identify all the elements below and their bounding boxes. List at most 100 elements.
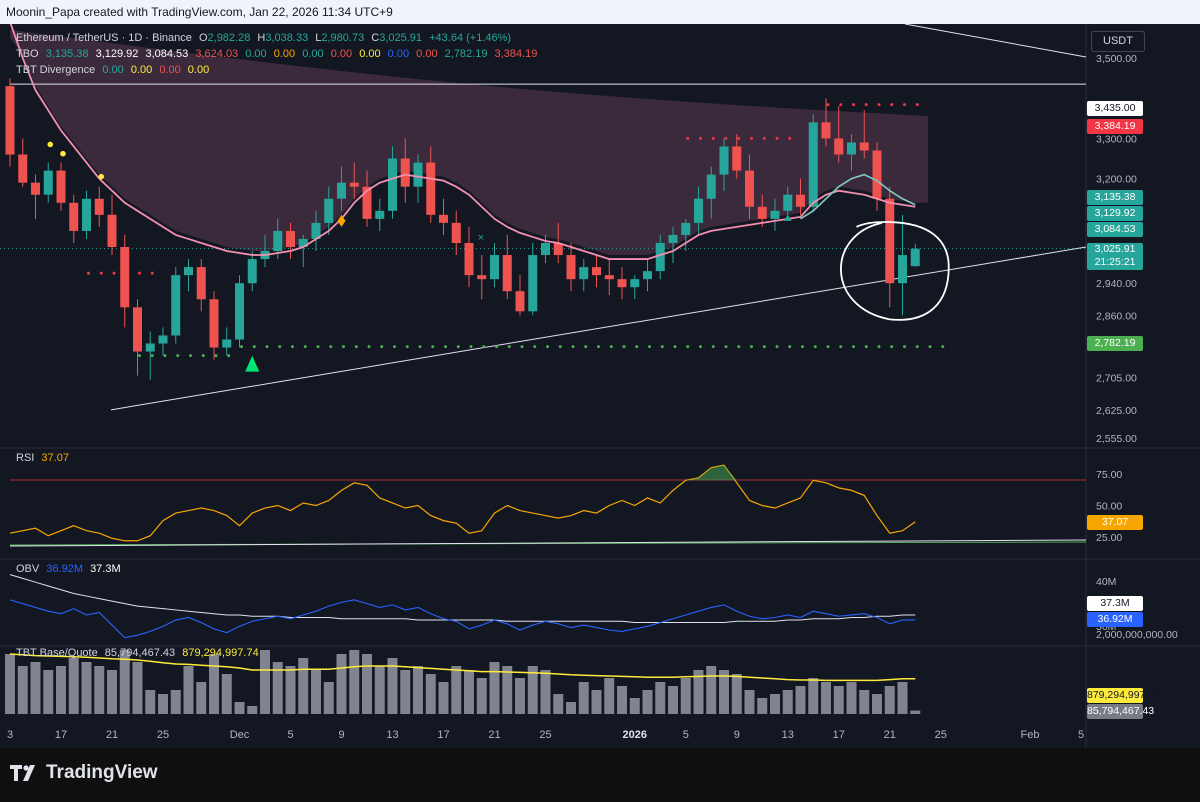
volume-bar [706, 666, 717, 714]
rsi-pane: 75.00 50.00 25.00 [9, 464, 1122, 547]
tbo-green-dot [597, 345, 600, 349]
cross-marker: × [478, 232, 484, 244]
volume-bar [884, 686, 895, 714]
candle-body [732, 146, 742, 171]
tbo-green-dot [609, 345, 613, 349]
tbo-green-dot [240, 345, 243, 349]
tbo-red-dot [150, 271, 154, 275]
tbo-red-dot [762, 136, 766, 140]
candle-body [694, 198, 703, 223]
tbo-red-dot [839, 103, 843, 107]
volume-bar [272, 662, 283, 714]
tbo-green-dot [660, 345, 664, 349]
candle-body [528, 255, 538, 312]
tbt-div-value-1: 0.00 [102, 64, 124, 76]
tbo-green-dot [571, 345, 575, 349]
tbt-base-quote-pane: 2,000,000,000.00 [5, 629, 1178, 714]
obv-name: OBV [16, 563, 40, 575]
candle-body [56, 170, 66, 203]
volume-bar [502, 666, 513, 714]
currency-button[interactable]: USDT [1091, 31, 1145, 52]
candle-body [770, 210, 780, 219]
tbt-divergence-legend: TBT Divergence 0.00 0.00 0.00 0.00 [16, 64, 213, 76]
volume-bar [719, 670, 729, 714]
candle-body [898, 255, 907, 284]
candle-body [796, 194, 805, 207]
tbo-green-dot [928, 345, 932, 349]
tbo-value-1: 3,135.38 [45, 48, 89, 60]
yellow-dot-marker [98, 173, 105, 180]
volume-bar [323, 682, 334, 714]
open-value: 2,982.28 [207, 32, 251, 44]
obv-value-1: 36.92M [46, 563, 83, 575]
volume-bar [527, 666, 538, 714]
tbo-value-10: 0.00 [387, 48, 410, 60]
divergence-diamond [337, 214, 346, 227]
tbo-value-4: 3,624.03 [195, 48, 239, 60]
volume-average-line [9, 653, 916, 682]
volume-bar [617, 686, 627, 714]
tbo-value-12: 2,782.19 [444, 48, 488, 60]
candle-body [145, 343, 155, 352]
buy-triangle-marker [245, 355, 260, 372]
candle-body [490, 255, 499, 280]
tbo-red-dot [826, 103, 830, 107]
tbo-green-dot [711, 345, 715, 349]
tbo-green-dot [201, 354, 205, 358]
rsi-tick-label: 25.00 [1096, 532, 1122, 544]
price-tick-label: 2,555.00 [1096, 433, 1137, 445]
tbo-legend: TBO 3,135.38 3,129.92 3,084.53 3,624.03 … [16, 48, 541, 60]
candle-body [196, 267, 206, 300]
volume-bar [731, 674, 742, 714]
rsi-trendline [9, 539, 1087, 547]
candle-body [643, 271, 652, 280]
volume-bar [349, 650, 360, 714]
candle-body [31, 182, 40, 195]
tbo-red-dot [864, 103, 868, 107]
volume-bar [489, 662, 500, 714]
candle-body [808, 122, 818, 207]
candle-body [630, 279, 640, 288]
candle-body [324, 198, 334, 223]
volume-bar [311, 670, 321, 714]
tbo-green-dot [354, 345, 358, 349]
tbo-red-dot [775, 136, 779, 140]
tag-bq-vol: 85,794,467.43 [1087, 704, 1155, 719]
volume-bar [540, 670, 551, 714]
tbo-red-dot [686, 136, 690, 140]
tbo-green-dot [635, 345, 639, 349]
volume-bar [196, 682, 207, 714]
tbo-green-dot [163, 354, 167, 358]
volume-tick-label: 2,000,000,000.00 [1096, 629, 1178, 641]
rsi-tick-label: 50.00 [1096, 501, 1122, 513]
tag-obv-2: 37.3M [1087, 596, 1143, 611]
time-tick-label: 25 [935, 729, 947, 741]
candle-body [579, 267, 589, 280]
volume-bar [43, 670, 54, 714]
candle-body [388, 158, 397, 211]
last-price-value: 3,025.91 [1094, 243, 1136, 255]
volume-bar [515, 678, 525, 714]
tradingview-logo: TradingView [10, 762, 158, 784]
time-tick-label: 2026 [623, 729, 647, 741]
candle-body [133, 307, 142, 352]
tag-bq-avg: 879,294,997.74 [1087, 688, 1160, 703]
tbo-red-dot [711, 136, 715, 140]
time-tick-label: 17 [437, 729, 449, 741]
tbo-green-dot [673, 345, 677, 349]
tbo-red-dot [788, 136, 792, 140]
tbo-green-dot [737, 345, 741, 349]
volume-bar [183, 666, 194, 714]
countdown: 21:25:21 [1094, 256, 1136, 268]
tbo-green-dot [648, 345, 651, 349]
volume-bar [897, 682, 908, 714]
time-tick-label: 17 [55, 729, 67, 741]
volume-bar [362, 654, 372, 714]
tag-last-price: 3,025.91 21:25:21 [1087, 243, 1143, 270]
volume-bar [56, 666, 66, 714]
rsi-line [9, 464, 916, 542]
candle-body [362, 186, 372, 219]
candle-body [477, 275, 487, 280]
